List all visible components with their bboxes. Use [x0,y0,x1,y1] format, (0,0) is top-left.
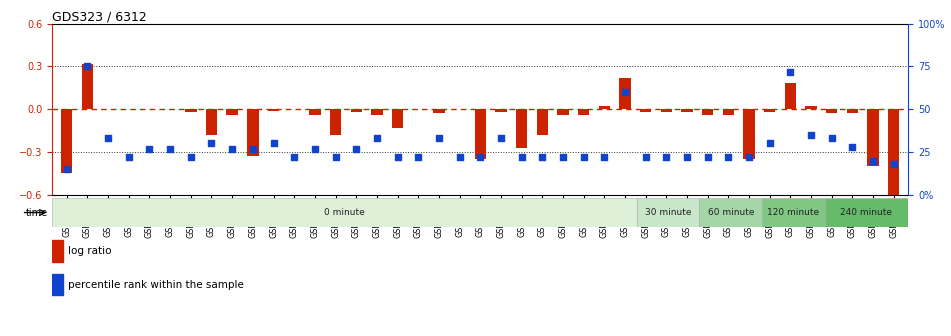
Bar [392,109,403,128]
Bar [785,84,796,109]
Bar [52,240,63,262]
Text: log ratio: log ratio [68,246,111,256]
Bar [515,109,527,148]
Point [452,155,467,160]
Point [204,141,219,146]
Bar [867,109,879,166]
Text: 30 minute: 30 minute [645,208,691,217]
Point [700,155,715,160]
Bar [434,109,444,114]
Bar [371,109,382,115]
Point [804,132,819,138]
Bar [744,109,755,159]
Bar [205,109,217,135]
Bar [805,107,817,109]
Point [865,158,881,163]
Bar [826,109,838,114]
Bar [247,109,259,156]
Point [245,146,261,151]
Bar [536,109,548,135]
Text: 240 minute: 240 minute [841,208,892,217]
Bar [661,109,672,112]
Point [473,155,488,160]
Point [596,155,611,160]
Bar [640,109,651,112]
Point [266,141,281,146]
Text: 120 minute: 120 minute [767,208,820,217]
Point [886,161,902,167]
Bar [351,109,362,112]
Bar [578,109,590,115]
Point [286,155,301,160]
Point [742,155,757,160]
Bar [185,109,197,112]
Point [163,146,178,151]
Bar [637,198,699,227]
Point [679,155,694,160]
Point [390,155,405,160]
Point [142,146,157,151]
Bar [846,109,858,114]
Bar [82,64,93,109]
Bar [475,109,486,159]
Bar [52,274,63,295]
Point [184,155,199,160]
Text: time: time [26,208,48,217]
Bar [619,78,631,109]
Bar [61,109,72,173]
Point [844,144,860,150]
Text: 60 minute: 60 minute [708,208,754,217]
Point [411,155,426,160]
Point [121,155,136,160]
Point [369,136,384,141]
Bar [764,109,775,112]
Bar [598,107,610,109]
Bar [762,198,825,227]
Point [514,155,529,160]
Bar [681,109,692,112]
Bar [557,109,569,115]
Point [80,64,95,69]
Point [762,141,777,146]
Point [825,136,840,141]
Text: GDS323 / 6312: GDS323 / 6312 [52,10,147,23]
Bar [723,109,734,115]
Point [494,136,509,141]
Point [59,167,74,172]
Bar [702,109,713,115]
Bar [52,198,637,227]
Bar [309,109,320,115]
Text: 0 minute: 0 minute [324,208,365,217]
Bar [825,198,908,227]
Bar [888,109,900,195]
Point [534,155,550,160]
Point [432,136,447,141]
Text: percentile rank within the sample: percentile rank within the sample [68,280,243,290]
Bar [330,109,341,135]
Bar [268,109,280,111]
Bar [226,109,238,115]
Point [617,89,632,95]
Point [224,146,240,151]
Point [349,146,364,151]
Point [638,155,653,160]
Point [101,136,116,141]
Point [721,155,736,160]
Bar [495,109,507,112]
Point [555,155,571,160]
Bar [699,198,762,227]
Point [576,155,592,160]
Point [659,155,674,160]
Point [307,146,322,151]
Point [783,69,798,74]
Point [328,155,343,160]
